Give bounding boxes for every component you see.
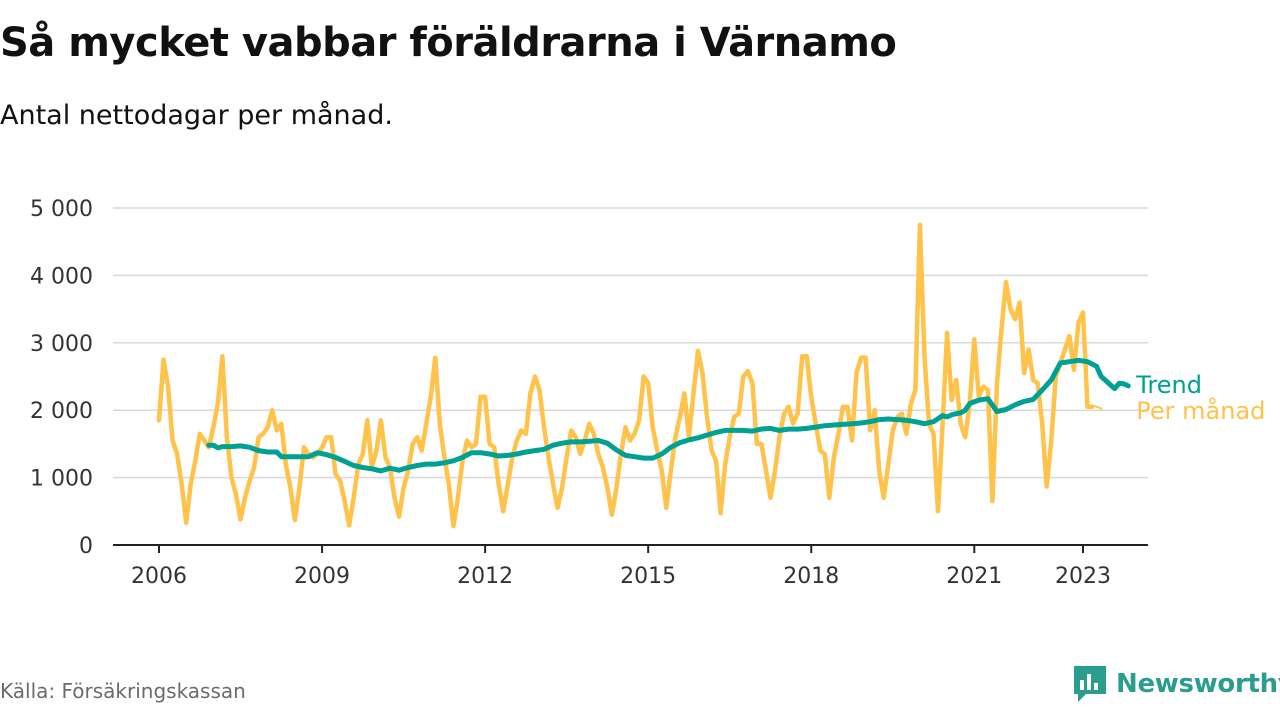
legend-label-trend: Trend bbox=[1135, 371, 1202, 399]
trend-series-line bbox=[206, 357, 1131, 474]
y-tick-label: 1 000 bbox=[30, 467, 93, 492]
chart-subtitle: Antal nettodagar per månad. bbox=[0, 100, 393, 131]
legend-leader-monthly bbox=[1093, 404, 1103, 410]
x-tick-label: 2015 bbox=[620, 564, 676, 589]
legend-label-monthly: Per månad bbox=[1136, 396, 1265, 425]
series-lines bbox=[156, 222, 1131, 529]
x-tick-label: 2018 bbox=[783, 564, 839, 589]
y-tick-label: 4 000 bbox=[30, 264, 93, 289]
x-tick-label: 2006 bbox=[131, 564, 187, 589]
chart-title: Så mycket vabbar föräldrarna i Värnamo bbox=[0, 20, 897, 66]
y-axis-tick-labels: 0 1 000 2 000 3 000 4 000 5 000 bbox=[30, 197, 93, 559]
newsworthy-logo[interactable]: Newsworthy bbox=[1072, 664, 1280, 704]
y-tick-label: 0 bbox=[79, 534, 93, 559]
monthly-series-line bbox=[156, 222, 1095, 529]
x-tick-label: 2021 bbox=[946, 564, 1002, 589]
source-note: Källa: Försäkringskassan bbox=[0, 679, 246, 703]
x-tick-label: 2023 bbox=[1055, 564, 1111, 589]
x-tick-label: 2012 bbox=[457, 564, 513, 589]
x-axis: 2006 2009 2012 2015 2018 2021 2023 bbox=[113, 544, 1148, 589]
y-tick-label: 5 000 bbox=[30, 197, 93, 222]
bar-chart-speech-bubble-icon bbox=[1074, 666, 1106, 702]
y-tick-label: 3 000 bbox=[30, 332, 93, 357]
x-tick-label: 2009 bbox=[294, 564, 350, 589]
y-tick-label: 2 000 bbox=[30, 399, 93, 424]
logo-text: Newsworthy bbox=[1116, 669, 1280, 699]
